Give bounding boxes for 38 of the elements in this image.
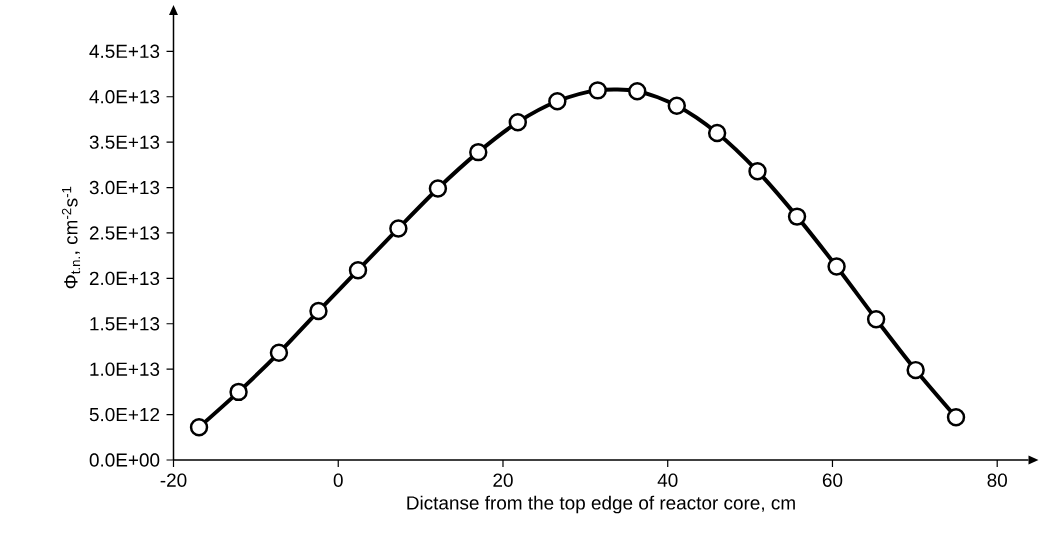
point xyxy=(508,112,528,132)
y-tick-label: 2.0E+13 xyxy=(89,271,160,286)
point xyxy=(588,81,607,100)
y-tick-label: 4.5E+13 xyxy=(89,44,160,59)
point xyxy=(667,96,686,116)
x-tick-label: 40 xyxy=(657,473,678,487)
point xyxy=(946,408,966,427)
point xyxy=(906,360,925,380)
y-tick-label: 1.5E+13 xyxy=(90,317,160,331)
y-tick-label: 3.0E+13 xyxy=(89,180,160,195)
x-tick-label: -20 xyxy=(160,473,187,487)
y-tick-label: 0.0E+00 xyxy=(89,453,160,467)
y-tick-label: 4.0E+13 xyxy=(89,90,160,104)
y-tick-label: 1.0E+13 xyxy=(90,362,160,376)
x-tick-label: 80 xyxy=(987,473,1007,487)
y-axis-title: Φ$_{t.n.}$, cm$^{-2}$s$^{-1}$ xyxy=(61,186,81,289)
point xyxy=(628,82,647,101)
y-tick-label: 3.5E+13 xyxy=(89,135,160,149)
point xyxy=(748,161,767,181)
point xyxy=(309,301,328,321)
point xyxy=(787,207,807,226)
point xyxy=(428,179,448,198)
x-tick-label: 20 xyxy=(493,473,513,487)
point xyxy=(348,260,368,280)
point xyxy=(229,382,248,402)
x-tick-label: 0 xyxy=(333,473,343,487)
point xyxy=(269,343,289,363)
y-tick-label: 5.0E+12 xyxy=(89,407,160,422)
point xyxy=(866,310,886,329)
x-axis-title: Dictanse from the top edge of reactor core, cm xyxy=(407,495,795,514)
y-tick-label: 2.5E+13 xyxy=(89,226,160,240)
point xyxy=(389,219,408,238)
point xyxy=(707,123,727,143)
point xyxy=(548,92,567,111)
point xyxy=(189,418,209,437)
x-tick-label: 60 xyxy=(822,473,843,487)
point xyxy=(827,257,846,276)
point xyxy=(469,142,488,162)
